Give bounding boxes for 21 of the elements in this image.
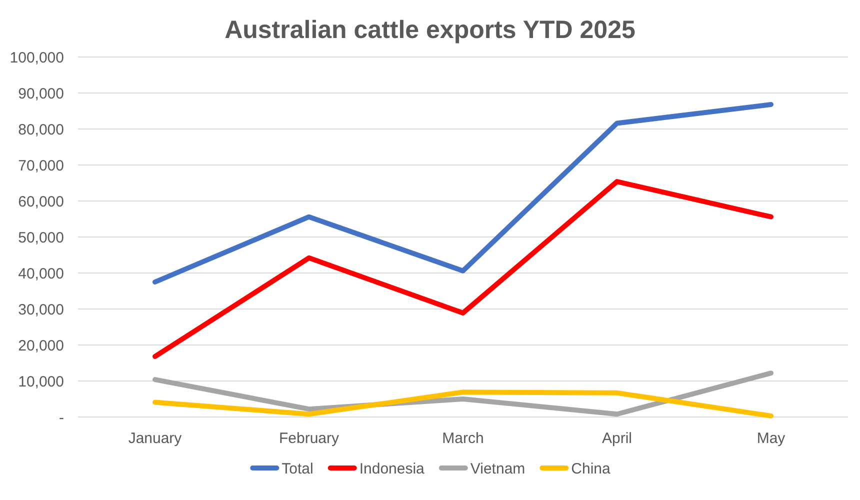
chart-title: Australian cattle exports YTD 2025 — [224, 16, 636, 44]
y-tick-label: 90,000 — [18, 85, 64, 102]
y-tick-label: 10,000 — [18, 373, 64, 390]
x-tick-label: April — [602, 430, 632, 447]
legend-label: Indonesia — [359, 460, 426, 478]
x-tick-label: January — [128, 430, 182, 447]
y-tick-label: - — [59, 409, 64, 426]
legend-label: China — [571, 460, 611, 478]
x-tick-label: February — [278, 430, 340, 447]
y-tick-label: 60,000 — [18, 193, 64, 210]
y-tick-label: 50,000 — [18, 229, 64, 246]
legend-label: Vietnam — [470, 460, 526, 478]
y-tick-label: 30,000 — [18, 301, 64, 318]
x-tick-label: March — [442, 430, 484, 447]
y-tick-label: 40,000 — [18, 265, 64, 282]
y-tick-label: 80,000 — [18, 121, 64, 138]
x-tick-label: May — [756, 430, 786, 447]
legend-label: Total — [282, 460, 314, 478]
y-tick-label: 100,000 — [10, 49, 64, 66]
y-tick-label: 70,000 — [18, 157, 64, 174]
y-tick-label: 20,000 — [18, 337, 64, 354]
